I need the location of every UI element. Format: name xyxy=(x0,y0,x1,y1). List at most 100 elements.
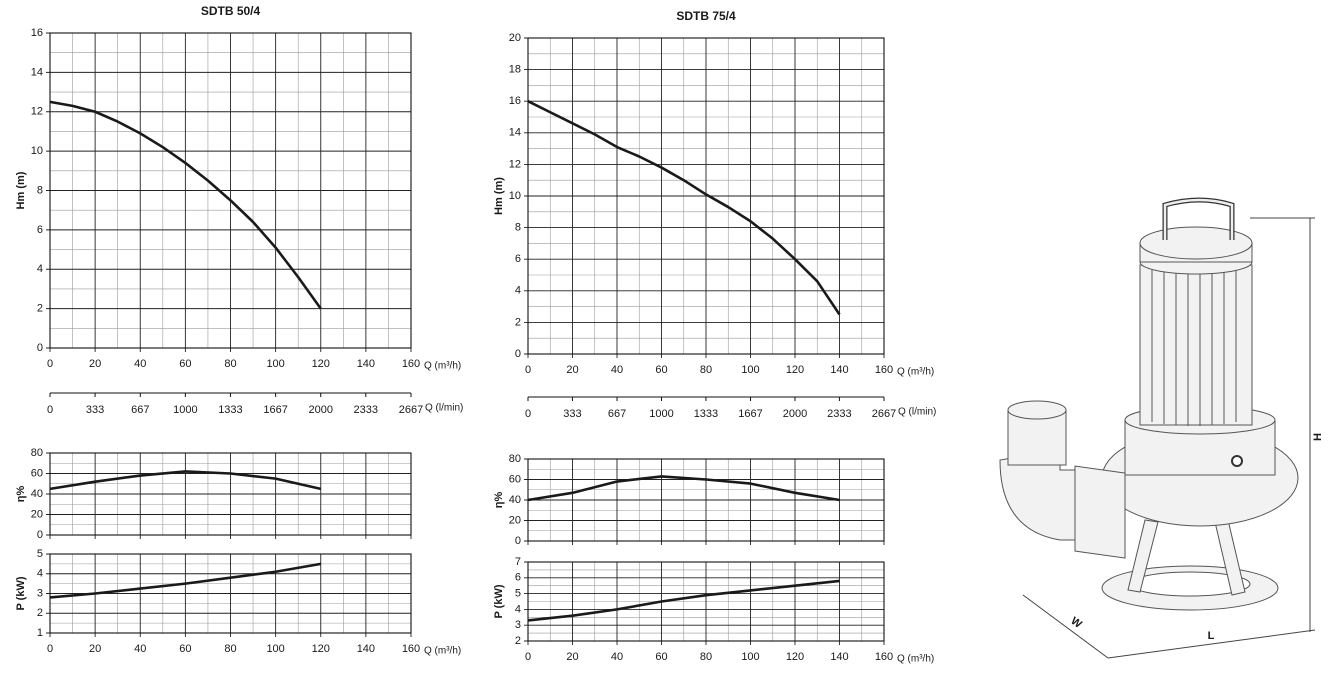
x2-axis-label: Q (l/min) xyxy=(898,407,936,418)
y-tick-label: 20 xyxy=(31,508,43,520)
x-tick-label: 120 xyxy=(786,651,804,663)
x2-tick-label: 1333 xyxy=(694,408,718,420)
y-tick-label: 6 xyxy=(515,572,521,584)
x2-tick-label: 667 xyxy=(608,408,626,420)
y-tick-label: 12 xyxy=(509,158,521,170)
x-tick-label: 60 xyxy=(179,643,191,655)
x-tick-label: 140 xyxy=(830,364,848,376)
x-tick-label: 40 xyxy=(134,358,146,370)
x-tick-label: 60 xyxy=(655,651,667,663)
curve xyxy=(527,100,841,316)
plot-frame xyxy=(49,553,412,634)
x2-tick-label: 333 xyxy=(86,404,104,416)
y-axis-label: P (kW) xyxy=(15,576,27,610)
y-tick-label: 4 xyxy=(515,603,521,615)
x-tick-label: 100 xyxy=(741,364,759,376)
x2-tick-label: 0 xyxy=(525,408,531,420)
curve xyxy=(527,475,840,502)
x2-axis-label: Q (l/min) xyxy=(425,403,463,414)
x-tick-label: 160 xyxy=(875,651,893,663)
y-tick-label: 80 xyxy=(509,453,521,465)
pump-drawing xyxy=(999,197,1316,659)
x2-tick-label: 2333 xyxy=(354,404,378,416)
x2-tick-label: 2000 xyxy=(308,404,332,416)
x-tick-label: 100 xyxy=(266,358,284,370)
x-tick-label: 0 xyxy=(47,358,53,370)
x-tick-label: 40 xyxy=(611,651,623,663)
plot-frame xyxy=(49,32,412,349)
x2-tick-label: 667 xyxy=(131,404,149,416)
y-tick-label: 40 xyxy=(509,494,521,506)
y-axis-label: P (kW) xyxy=(493,584,505,618)
y-tick-label: 5 xyxy=(37,548,43,560)
y-tick-label: 16 xyxy=(509,95,521,107)
x-tick-label: 120 xyxy=(786,364,804,376)
plot-frame xyxy=(49,452,412,536)
x2-tick-label: 2000 xyxy=(783,408,807,420)
x-axis-label: Q (m³/h) xyxy=(424,646,461,657)
x2-tick-label: 2667 xyxy=(872,408,896,420)
y-tick-label: 60 xyxy=(509,473,521,485)
x-tick-label: 80 xyxy=(700,364,712,376)
x-axis-label: Q (m³/h) xyxy=(424,361,461,372)
x2-tick-label: 0 xyxy=(47,404,53,416)
x-tick-label: 140 xyxy=(830,651,848,663)
x-tick-label: 80 xyxy=(224,358,236,370)
x-tick-label: 80 xyxy=(700,651,712,663)
x-tick-label: 160 xyxy=(402,358,420,370)
y-axis-label: η% xyxy=(493,492,505,509)
y-tick-label: 20 xyxy=(509,514,521,526)
x-tick-label: 20 xyxy=(566,364,578,376)
y-tick-label: 3 xyxy=(515,619,521,631)
y-tick-label: 0 xyxy=(515,348,521,360)
x-tick-label: 20 xyxy=(89,358,101,370)
y-axis-label: Hm (m) xyxy=(15,171,27,209)
x2-tick-label: 1667 xyxy=(263,404,287,416)
x-tick-label: 140 xyxy=(357,643,375,655)
x-tick-label: 40 xyxy=(611,364,623,376)
x-tick-label: 60 xyxy=(655,364,667,376)
y-tick-label: 6 xyxy=(37,224,43,236)
y-tick-label: 4 xyxy=(515,285,521,297)
plot-frame xyxy=(527,561,885,642)
y-tick-label: 60 xyxy=(31,467,43,479)
x2-tick-label: 333 xyxy=(563,408,581,420)
x-axis-label: Q (m³/h) xyxy=(897,654,934,665)
y-tick-label: 2 xyxy=(37,303,43,315)
x-tick-label: 120 xyxy=(312,358,330,370)
x-tick-label: 140 xyxy=(357,358,375,370)
y-tick-label: 18 xyxy=(509,64,521,76)
chart-title: SDTB 50/4 xyxy=(201,4,261,18)
curve xyxy=(49,470,322,491)
y-tick-label: 14 xyxy=(31,66,43,78)
curve xyxy=(527,579,840,622)
y-tick-label: 14 xyxy=(509,127,521,139)
x-tick-label: 80 xyxy=(224,643,236,655)
y-tick-label: 3 xyxy=(37,587,43,599)
chart-title: SDTB 75/4 xyxy=(676,9,736,23)
x2-tick-label: 1333 xyxy=(218,404,242,416)
y-tick-label: 12 xyxy=(31,106,43,118)
y-tick-label: 7 xyxy=(515,556,521,568)
x-tick-label: 120 xyxy=(312,643,330,655)
x2-tick-label: 1667 xyxy=(738,408,762,420)
x-tick-label: 160 xyxy=(875,364,893,376)
x-tick-label: 0 xyxy=(47,643,53,655)
y-tick-label: 0 xyxy=(37,529,43,541)
x2-tick-label: 1000 xyxy=(649,408,673,420)
x-tick-label: 0 xyxy=(525,651,531,663)
x-tick-label: 160 xyxy=(402,643,420,655)
x-tick-label: 100 xyxy=(741,651,759,663)
y-tick-label: 4 xyxy=(37,568,43,580)
x2-tick-label: 2333 xyxy=(827,408,851,420)
x-tick-label: 100 xyxy=(266,643,284,655)
x2-tick-label: 1000 xyxy=(173,404,197,416)
x-tick-label: 20 xyxy=(566,651,578,663)
x-tick-label: 20 xyxy=(89,643,101,655)
y-tick-label: 8 xyxy=(37,184,43,196)
dimension-label: L xyxy=(1208,630,1215,642)
y-tick-label: 8 xyxy=(515,222,521,234)
y-tick-label: 20 xyxy=(509,32,521,44)
y-axis-label: η% xyxy=(15,486,27,503)
